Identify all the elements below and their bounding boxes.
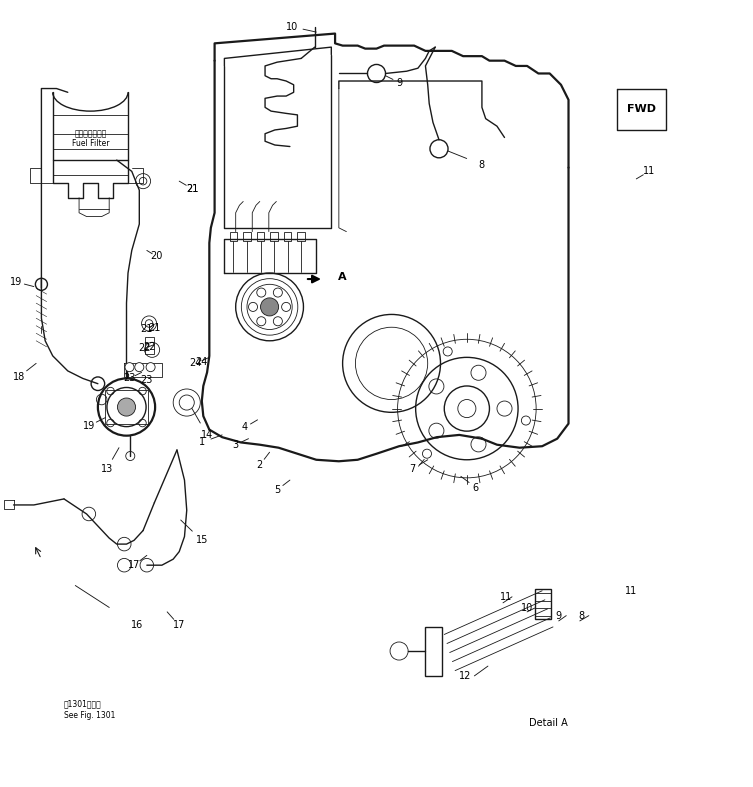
Circle shape [248,302,258,312]
Text: 10: 10 [521,603,533,613]
Bar [284,231,291,242]
Text: 22: 22 [139,343,151,353]
Text: 9: 9 [556,611,562,621]
Text: 22: 22 [143,342,155,352]
Text: 8: 8 [479,160,485,169]
Text: 21: 21 [186,183,198,194]
Bar [535,589,551,619]
Bar [230,231,237,242]
Text: 7: 7 [410,464,416,474]
Text: 21: 21 [148,323,160,333]
Text: 8: 8 [578,611,584,621]
Text: A: A [338,272,347,282]
Circle shape [273,288,282,297]
Text: 11: 11 [500,592,512,602]
Text: フェルフィルタ: フェルフィルタ [75,129,106,139]
Text: 5: 5 [274,485,280,495]
Circle shape [257,316,266,326]
Text: 10: 10 [286,22,298,31]
Text: 19: 19 [83,421,95,430]
Bar [105,390,148,423]
Text: Detail A: Detail A [529,719,568,728]
Text: 18: 18 [13,372,25,382]
Text: 4: 4 [242,423,248,432]
Circle shape [257,288,266,297]
Text: 20: 20 [151,252,163,261]
Bar [257,231,264,242]
Text: 21: 21 [186,183,198,194]
Text: 12: 12 [459,671,471,681]
Text: 16: 16 [131,620,143,630]
Text: 11: 11 [643,166,655,176]
Bar [243,231,251,242]
Circle shape [261,297,279,316]
Circle shape [282,302,291,312]
Text: 17: 17 [173,620,185,630]
Text: 19: 19 [11,277,23,287]
Circle shape [135,363,144,371]
Text: 23: 23 [141,375,153,385]
Text: FWD: FWD [627,104,657,114]
Text: 3: 3 [233,440,239,449]
Text: 第1301図参照: 第1301図参照 [64,699,102,708]
Text: 13: 13 [101,464,113,474]
Text: 9: 9 [396,77,402,87]
Bar [425,627,442,676]
Circle shape [146,363,155,371]
Text: 24: 24 [190,358,202,368]
Bar [145,337,154,353]
Text: 21: 21 [141,324,153,334]
Text: 2: 2 [257,460,263,470]
Text: See Fig. 1301: See Fig. 1301 [64,711,115,720]
Circle shape [273,316,282,326]
Text: 11: 11 [625,586,637,596]
Text: 14: 14 [201,430,213,440]
Circle shape [117,398,136,416]
Bar [297,231,305,242]
Text: 6: 6 [473,482,479,493]
Text: 17: 17 [128,560,140,571]
Text: 23: 23 [123,374,136,383]
Circle shape [125,363,134,371]
Text: 1: 1 [199,438,205,448]
Text: 24: 24 [196,357,208,367]
Text: 15: 15 [196,535,208,545]
Text: Fuel Filter: Fuel Filter [72,139,109,148]
Bar [270,231,278,242]
